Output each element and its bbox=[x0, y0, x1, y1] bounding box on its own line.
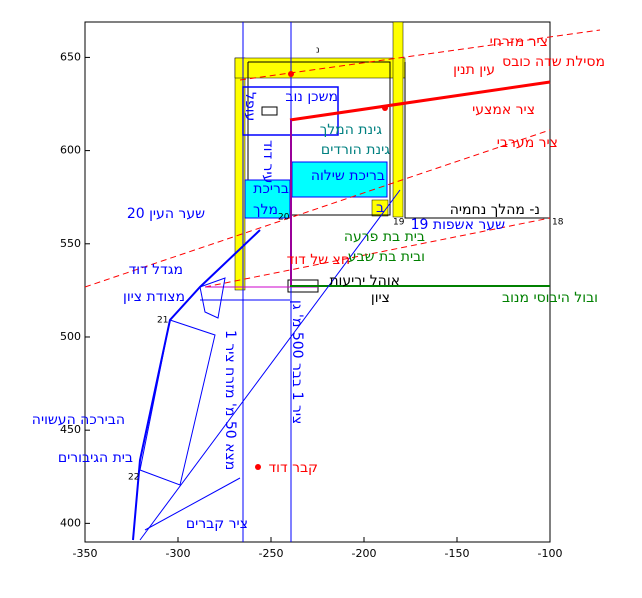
king-pool bbox=[244, 179, 291, 219]
axes-lines bbox=[84, 22, 601, 542]
label: ציר אמצעי bbox=[472, 102, 535, 118]
x-tick-label: -200 bbox=[352, 547, 377, 560]
label: שער העין 20 bbox=[127, 206, 205, 222]
num: 20 bbox=[278, 213, 290, 223]
label: מלך bbox=[253, 202, 278, 218]
vertical-label: מצא 50 מ' מזרח ציר 1 bbox=[222, 330, 238, 470]
annotations: ציר מזרחי מסילת שדה כובס עין תנין ציר אמ… bbox=[32, 34, 605, 532]
east-axis bbox=[239, 29, 601, 81]
small-box bbox=[261, 106, 278, 116]
label: ציר מזרחי bbox=[490, 34, 548, 50]
point bbox=[382, 105, 388, 111]
axis-line bbox=[144, 477, 241, 531]
y-tick-label: 600 bbox=[60, 144, 81, 157]
label: בית בת פרעה bbox=[344, 229, 425, 245]
y-tick-label: 400 bbox=[60, 516, 81, 529]
areas bbox=[242, 86, 388, 293]
label: בריכת bbox=[253, 181, 289, 197]
east-wall bbox=[392, 21, 404, 218]
y-tick-label: 500 bbox=[60, 330, 81, 343]
label: נ- מהלך נחמיה bbox=[450, 202, 540, 218]
num: 19 bbox=[393, 218, 405, 228]
vertical-label: עופל bbox=[242, 92, 258, 121]
label: שער אשפות 19 bbox=[411, 217, 505, 233]
point bbox=[255, 464, 261, 470]
mid-axis bbox=[289, 80, 551, 122]
label: מסילת שדה כובס bbox=[502, 54, 605, 70]
label: גינת הורדים bbox=[321, 142, 390, 158]
west-axis bbox=[84, 129, 551, 288]
num: 18 bbox=[552, 218, 564, 228]
label: בית הגיבורים bbox=[58, 450, 133, 466]
label: חצ של דוד bbox=[287, 252, 350, 268]
east-line bbox=[404, 62, 550, 219]
vertical-label: ציר 1 בבר 500 מ' גן bbox=[289, 300, 305, 424]
mark: ב bbox=[376, 200, 384, 216]
y-tick-label: 450 bbox=[60, 423, 81, 436]
label: גינת המלך bbox=[320, 122, 383, 138]
label: אוהל יריעות bbox=[329, 273, 400, 289]
shiloah-pool bbox=[291, 161, 388, 198]
label: ובית בת שבע bbox=[348, 249, 425, 265]
ticks: -350 -300 -250 -200 -150 -100 400 450 500 550 600 6… bbox=[60, 50, 562, 560]
mark: נ bbox=[316, 46, 320, 56]
x-tick-label: -100 bbox=[538, 547, 563, 560]
label: ציון bbox=[371, 290, 390, 306]
x-tick-label: -300 bbox=[166, 547, 191, 560]
label: ציר מערבי bbox=[497, 135, 558, 151]
label: ובול היבוסי מנוב bbox=[502, 290, 598, 306]
tower-outline bbox=[199, 277, 226, 319]
num: 22 bbox=[128, 473, 139, 483]
label: עין תנין bbox=[453, 62, 495, 78]
label: בריכת שילוה bbox=[311, 168, 385, 184]
label: ציר קברים bbox=[186, 516, 248, 532]
pool-outline bbox=[139, 319, 216, 486]
x-tick-label: -150 bbox=[445, 547, 470, 560]
vertical-label: עיר דוד bbox=[260, 140, 276, 183]
axis-line bbox=[204, 217, 551, 288]
x-tick-label: -350 bbox=[73, 547, 98, 560]
inner-wall bbox=[247, 61, 391, 216]
label: מצודת ציון bbox=[123, 289, 185, 305]
label: מגדל דוד bbox=[129, 262, 183, 278]
point bbox=[288, 71, 294, 77]
tomb-axis bbox=[139, 189, 401, 541]
y-tick-label: 550 bbox=[60, 237, 81, 250]
label: הבירכה העשויה bbox=[32, 412, 125, 428]
x-tick-label: -250 bbox=[259, 547, 284, 560]
label: משכן נוב bbox=[285, 89, 338, 105]
label: קבר דוד bbox=[269, 460, 318, 476]
y-tick-label: 650 bbox=[60, 50, 81, 63]
num: 21 bbox=[157, 316, 168, 326]
